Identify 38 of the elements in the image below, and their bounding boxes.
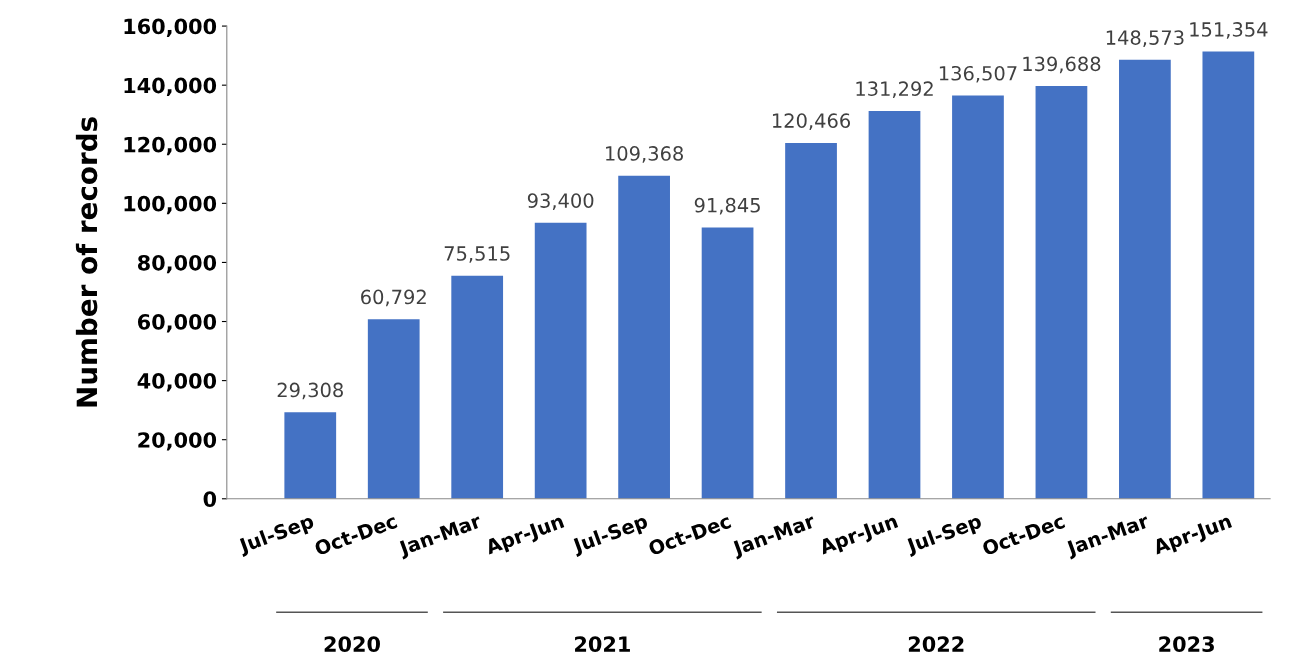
data-label: 151,354	[1190, 22, 1268, 39]
bar	[451, 275, 504, 499]
bar	[1035, 86, 1088, 499]
text: 2020	[324, 636, 380, 652]
bar	[618, 175, 670, 499]
data-label: 91,845	[694, 197, 760, 215]
data-label: 131,292	[856, 81, 933, 98]
data-label: 75,515	[444, 246, 510, 263]
bar	[1202, 51, 1255, 499]
bar	[952, 95, 1004, 499]
bar	[284, 412, 337, 499]
y-tick-label: 40,000	[137, 373, 217, 392]
bar	[701, 227, 754, 499]
y-axis-title: Number of records	[75, 117, 98, 407]
y-tick-label: 0	[203, 491, 217, 507]
text: 2022	[908, 636, 964, 652]
data-label: 120,466	[772, 113, 851, 130]
y-tick-label: 100,000	[124, 195, 217, 215]
data-label: 93,400	[527, 193, 594, 210]
data-label: 139,688	[1023, 56, 1101, 74]
data-label: 148,573	[1106, 30, 1184, 47]
y-tick-label: 140,000	[124, 77, 217, 97]
data-label: 136,507	[939, 65, 1017, 83]
bar	[534, 222, 587, 499]
text: 2021	[575, 636, 630, 652]
data-label: 60,792	[361, 289, 426, 307]
data-label: 29,308	[277, 382, 343, 400]
bar	[785, 142, 837, 499]
y-tick-label: 120,000	[124, 136, 217, 156]
y-tick-label: 60,000	[137, 313, 217, 333]
y-tick-label: 80,000	[137, 254, 217, 274]
bar	[868, 110, 921, 499]
bar	[367, 319, 420, 499]
y-tick-label: 160,000	[124, 18, 217, 37]
text: 2023	[1159, 636, 1214, 652]
y-tick-label: 20,000	[138, 432, 217, 451]
bar	[1119, 59, 1171, 499]
data-label: 109,368	[606, 146, 683, 163]
